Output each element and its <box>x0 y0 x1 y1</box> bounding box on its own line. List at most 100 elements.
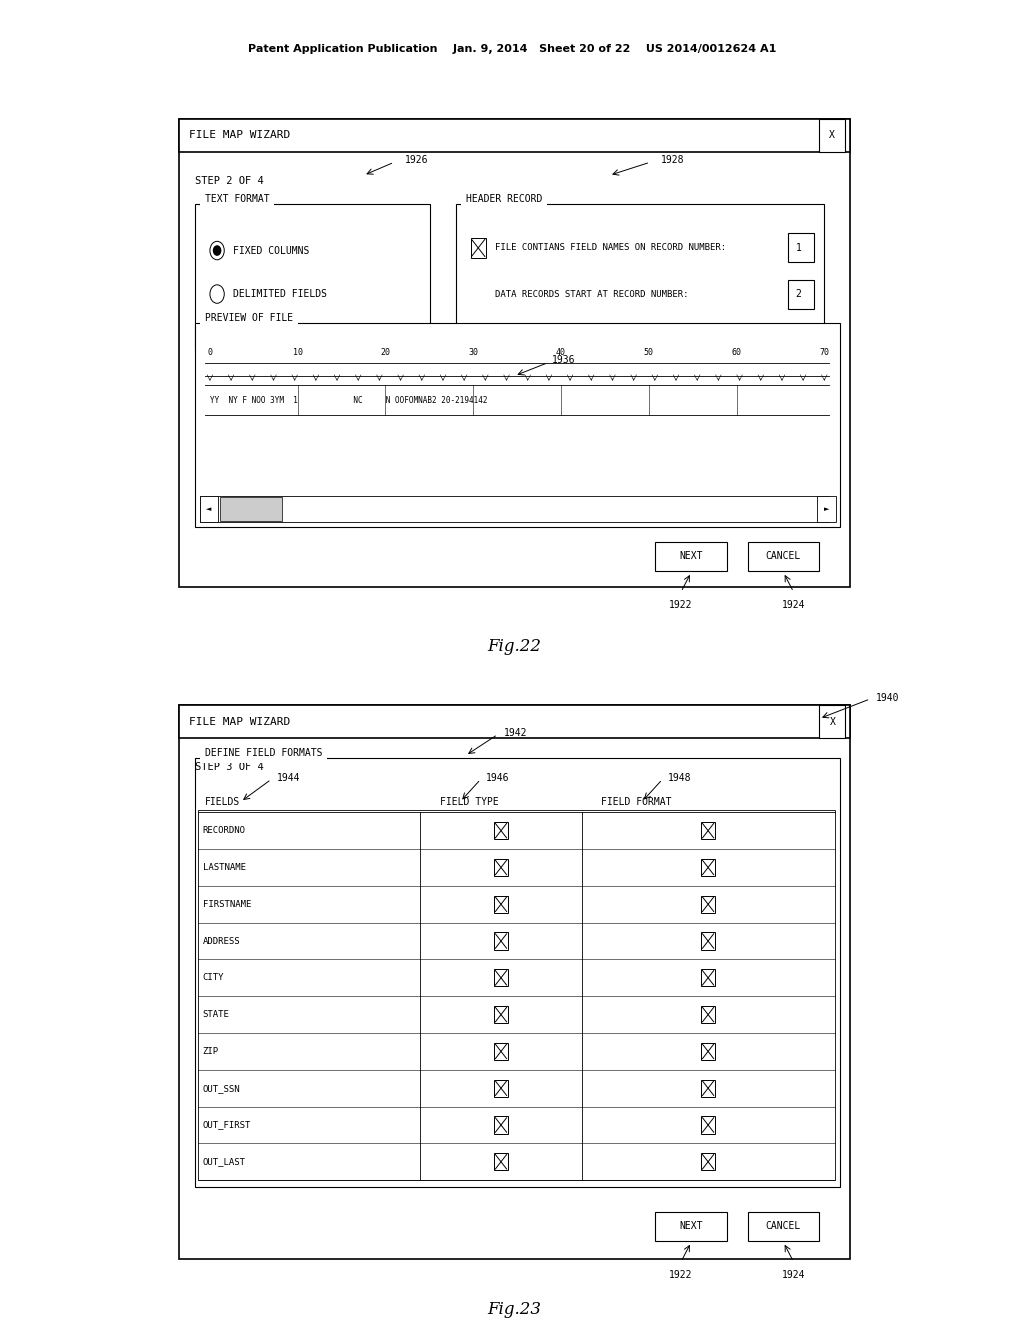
Text: ADDRESS: ADDRESS <box>203 936 241 945</box>
Text: 20: 20 <box>381 347 390 356</box>
FancyBboxPatch shape <box>195 758 840 1187</box>
Text: 40: 40 <box>556 347 566 356</box>
Text: DELIMITED FIELDS: DELIMITED FIELDS <box>233 289 328 300</box>
Text: STATE: STATE <box>203 1010 229 1019</box>
FancyBboxPatch shape <box>495 1080 508 1097</box>
FancyBboxPatch shape <box>495 1006 508 1023</box>
FancyBboxPatch shape <box>819 705 845 738</box>
Text: NEXT: NEXT <box>680 1221 702 1232</box>
Text: HEADER RECORD: HEADER RECORD <box>466 194 543 205</box>
FancyBboxPatch shape <box>748 1212 819 1241</box>
Text: 1936: 1936 <box>552 355 574 366</box>
Text: TEXT FORMAT: TEXT FORMAT <box>205 194 269 205</box>
Text: LASTNAME: LASTNAME <box>203 863 246 873</box>
Text: Fig.23: Fig.23 <box>487 1302 542 1317</box>
FancyBboxPatch shape <box>701 822 715 840</box>
FancyBboxPatch shape <box>195 205 430 350</box>
FancyBboxPatch shape <box>200 496 829 523</box>
FancyBboxPatch shape <box>198 809 835 1180</box>
Text: X: X <box>829 717 836 727</box>
Text: 30: 30 <box>468 347 478 356</box>
FancyBboxPatch shape <box>495 1117 508 1134</box>
FancyBboxPatch shape <box>701 1117 715 1134</box>
FancyBboxPatch shape <box>701 969 715 986</box>
Text: Fig.22: Fig.22 <box>487 638 542 655</box>
Text: OUT_LAST: OUT_LAST <box>203 1158 246 1167</box>
FancyBboxPatch shape <box>655 543 727 572</box>
Text: OUT_SSN: OUT_SSN <box>203 1084 241 1093</box>
FancyBboxPatch shape <box>195 323 840 528</box>
Text: 70: 70 <box>819 347 829 356</box>
Text: FILE MAP WIZARD: FILE MAP WIZARD <box>189 717 291 727</box>
Text: Patent Application Publication    Jan. 9, 2014   Sheet 20 of 22    US 2014/00126: Patent Application Publication Jan. 9, 2… <box>248 44 776 54</box>
Text: 1922: 1922 <box>670 1270 692 1280</box>
Text: 1924: 1924 <box>782 1270 805 1280</box>
Text: 10: 10 <box>293 347 303 356</box>
Text: STEP 2 OF 4: STEP 2 OF 4 <box>195 176 263 186</box>
Text: PREVIEW OF FILE: PREVIEW OF FILE <box>205 313 293 323</box>
Text: YY  NY F NOO 3YM  1            NC     N OOFOMNAB2 20-2194142: YY NY F NOO 3YM 1 NC N OOFOMNAB2 20-2194… <box>210 396 487 405</box>
Text: DEFINE FIELD FORMATS: DEFINE FIELD FORMATS <box>205 748 323 758</box>
FancyBboxPatch shape <box>655 1212 727 1241</box>
FancyBboxPatch shape <box>748 543 819 572</box>
FancyBboxPatch shape <box>817 496 836 523</box>
FancyBboxPatch shape <box>819 119 845 152</box>
Text: 1948: 1948 <box>668 774 691 783</box>
Text: 1: 1 <box>796 243 802 253</box>
Text: FIXED COLUMNS: FIXED COLUMNS <box>233 246 310 256</box>
Text: FIRSTNAME: FIRSTNAME <box>203 900 251 908</box>
FancyBboxPatch shape <box>495 969 508 986</box>
Text: CITY: CITY <box>203 973 224 982</box>
FancyBboxPatch shape <box>495 1043 508 1060</box>
Text: OUT_FIRST: OUT_FIRST <box>203 1121 251 1130</box>
Text: ►: ► <box>823 506 829 512</box>
FancyBboxPatch shape <box>471 238 486 257</box>
Text: 1922: 1922 <box>670 601 692 610</box>
FancyBboxPatch shape <box>788 234 814 263</box>
Text: 1928: 1928 <box>660 154 684 165</box>
Text: FILE CONTIANS FIELD NAMES ON RECORD NUMBER:: FILE CONTIANS FIELD NAMES ON RECORD NUMB… <box>495 243 726 252</box>
Text: X: X <box>828 131 835 140</box>
Text: RECORDNO: RECORDNO <box>203 826 246 836</box>
Text: ZIP: ZIP <box>203 1047 219 1056</box>
FancyBboxPatch shape <box>701 1043 715 1060</box>
FancyBboxPatch shape <box>701 932 715 949</box>
FancyBboxPatch shape <box>220 498 282 521</box>
FancyBboxPatch shape <box>179 119 850 587</box>
Text: 60: 60 <box>731 347 741 356</box>
FancyBboxPatch shape <box>495 822 508 840</box>
Text: FILE MAP WIZARD: FILE MAP WIZARD <box>189 131 291 140</box>
Text: CANCEL: CANCEL <box>766 552 801 561</box>
Text: 1926: 1926 <box>404 154 428 165</box>
FancyBboxPatch shape <box>200 496 218 523</box>
FancyBboxPatch shape <box>179 705 850 1259</box>
FancyBboxPatch shape <box>788 280 814 309</box>
FancyBboxPatch shape <box>456 205 824 350</box>
Text: FIELDS: FIELDS <box>205 797 240 807</box>
FancyBboxPatch shape <box>179 119 850 152</box>
Text: ◄: ◄ <box>206 506 212 512</box>
Text: NEXT: NEXT <box>680 552 702 561</box>
FancyBboxPatch shape <box>701 1080 715 1097</box>
Text: CANCEL: CANCEL <box>766 1221 801 1232</box>
Text: DATA RECORDS START AT RECORD NUMBER:: DATA RECORDS START AT RECORD NUMBER: <box>495 289 688 298</box>
Text: 0: 0 <box>208 347 212 356</box>
FancyBboxPatch shape <box>179 705 850 738</box>
FancyBboxPatch shape <box>495 896 508 913</box>
Text: 1944: 1944 <box>276 774 300 783</box>
Text: STEP 3 OF 4: STEP 3 OF 4 <box>195 763 263 772</box>
FancyBboxPatch shape <box>701 896 715 913</box>
Text: 50: 50 <box>644 347 653 356</box>
Text: FIELD TYPE: FIELD TYPE <box>439 797 499 807</box>
FancyBboxPatch shape <box>495 859 508 876</box>
Text: 1942: 1942 <box>504 729 527 738</box>
FancyBboxPatch shape <box>701 859 715 876</box>
Circle shape <box>213 246 221 255</box>
FancyBboxPatch shape <box>495 932 508 949</box>
Text: 1940: 1940 <box>876 693 899 702</box>
Text: FIELD FORMAT: FIELD FORMAT <box>601 797 672 807</box>
FancyBboxPatch shape <box>701 1154 715 1171</box>
Text: 2: 2 <box>796 289 802 300</box>
FancyBboxPatch shape <box>495 1154 508 1171</box>
Text: 1924: 1924 <box>782 601 805 610</box>
